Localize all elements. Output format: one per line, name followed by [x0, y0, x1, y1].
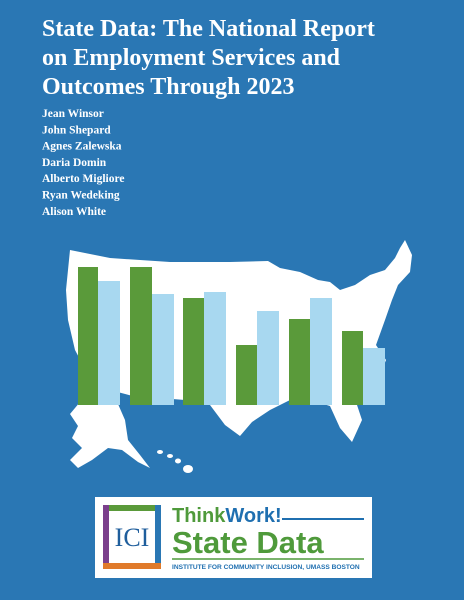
decorative-bars — [78, 267, 385, 405]
author: Daria Domin — [42, 157, 107, 169]
author: Alberto Migliore — [42, 173, 125, 185]
bar-blue — [257, 311, 279, 405]
alaska — [70, 398, 150, 468]
bar-blue — [363, 348, 385, 405]
stripe — [103, 505, 161, 511]
bar-blue — [98, 281, 120, 405]
bar-green — [236, 345, 257, 405]
author: Ryan Wedeking — [42, 190, 120, 202]
product-name: State Data — [172, 525, 324, 560]
title-line: State Data: The National Report — [42, 16, 375, 42]
island — [157, 450, 163, 454]
bar-blue — [204, 292, 226, 405]
island — [167, 454, 173, 458]
bar-green — [78, 267, 98, 405]
author: Alison White — [42, 206, 106, 218]
bar-green — [342, 331, 363, 405]
institute: INSTITUTE FOR COMMUNITY INCLUSION, UMASS… — [172, 564, 360, 571]
brand-think: Think — [172, 505, 226, 527]
stripe — [155, 505, 161, 569]
bar-green — [289, 319, 310, 405]
author: Jean Winsor — [42, 108, 104, 120]
author: John Shepard — [42, 124, 111, 136]
brand-work: Work! — [225, 505, 281, 527]
island — [175, 458, 181, 464]
stripe — [103, 563, 161, 569]
island — [183, 465, 193, 473]
hawaii — [157, 450, 193, 473]
title-line: Outcomes Through 2023 — [42, 74, 294, 100]
author: Agnes Zalewska — [42, 141, 122, 153]
bar-green — [183, 298, 204, 405]
title: State Data: The National Report on Employ… — [42, 16, 375, 100]
authors: Jean Winsor John Shepard Agnes Zalewska Dar… — [42, 108, 125, 218]
title-line: on Employment Services and — [42, 45, 341, 71]
logo-badge: ICI — [115, 523, 150, 552]
brand: ThinkWork! — [172, 505, 282, 527]
bar-blue — [310, 298, 332, 405]
bar-blue — [152, 294, 174, 405]
stripe — [103, 505, 109, 569]
bar-green — [130, 267, 152, 405]
logo: ICI ThinkWork! State Data INSTITUTE FOR … — [95, 497, 372, 578]
